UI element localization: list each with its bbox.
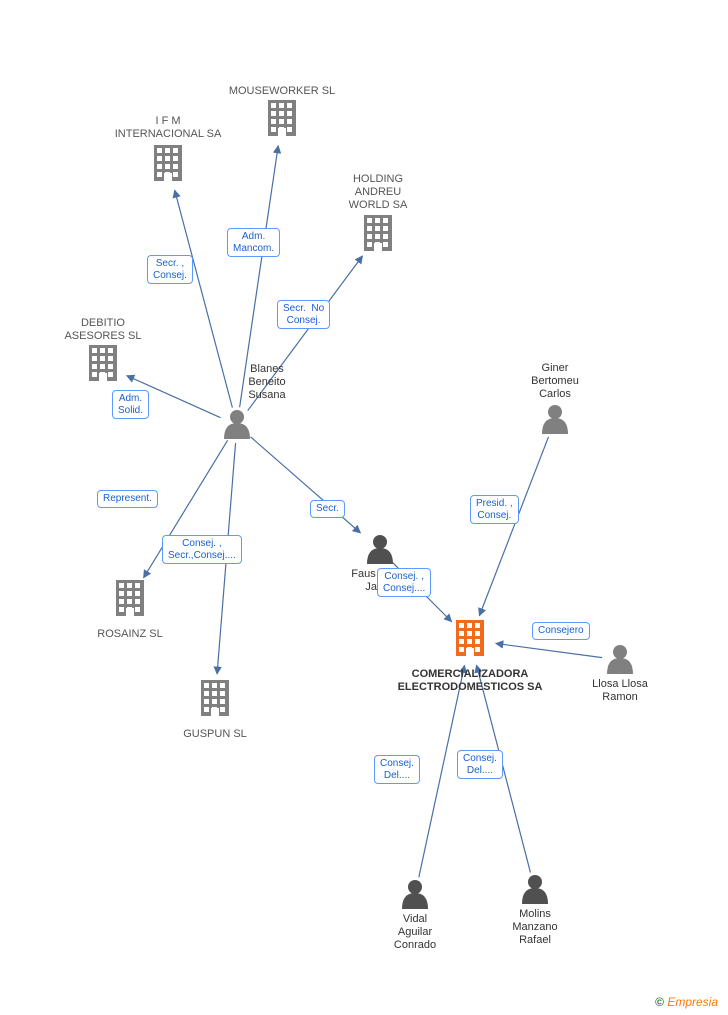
node-label: GUSPUN SL	[135, 728, 295, 741]
building-icon	[89, 345, 117, 381]
edge-label: Consejero	[532, 622, 590, 640]
node-label: Molins Manzano Rafael	[455, 908, 615, 948]
edge-label: Consej. Del....	[374, 755, 420, 784]
node-label: Llosa Llosa Ramon	[540, 678, 700, 704]
brand-name: Empresia	[667, 995, 718, 1009]
person-icon	[607, 645, 633, 674]
person-icon	[367, 535, 393, 564]
edge-label: Consej. , Consej....	[377, 568, 431, 597]
person-icon	[522, 875, 548, 904]
node-label: HOLDING ANDREU WORLD SA	[298, 173, 458, 213]
node-label: ROSAINZ SL	[50, 628, 210, 641]
edge-label: Adm. Mancom.	[227, 228, 280, 257]
building-icon	[201, 680, 229, 716]
edge-label: Presid. , Consej.	[470, 495, 519, 524]
node-label: MOUSEWORKER SL	[202, 85, 362, 98]
edge-label: Secr.	[310, 500, 345, 518]
edge-label: Consej. Del....	[457, 750, 503, 779]
node-label: Giner Bertomeu Carlos	[475, 362, 635, 402]
building-icon	[154, 145, 182, 181]
building-icon	[268, 100, 296, 136]
watermark: © Empresia	[655, 995, 718, 1009]
edge-label: Adm. Solid.	[112, 390, 149, 419]
edge-label: Consej. , Secr.,Consej....	[162, 535, 242, 564]
node-label: DEBITIO ASESORES SL	[23, 317, 183, 343]
edge-label: Represent.	[97, 490, 158, 508]
person-icon	[542, 405, 568, 434]
edge-label: Secr. No Consej.	[277, 300, 330, 329]
node-label: I F M INTERNACIONAL SA	[88, 115, 248, 141]
copyright-symbol: ©	[655, 995, 664, 1009]
building-icon	[116, 580, 144, 616]
building-icon	[456, 620, 484, 656]
node-label: Blanes Beneito Susana	[187, 363, 347, 403]
person-icon	[402, 880, 428, 909]
building-icon	[364, 215, 392, 251]
node-label: COMERCIALIZADORA ELECTRODOMESTICOS SA	[390, 668, 550, 694]
edge-label: Secr. , Consej.	[147, 255, 193, 284]
person-icon	[224, 410, 250, 439]
